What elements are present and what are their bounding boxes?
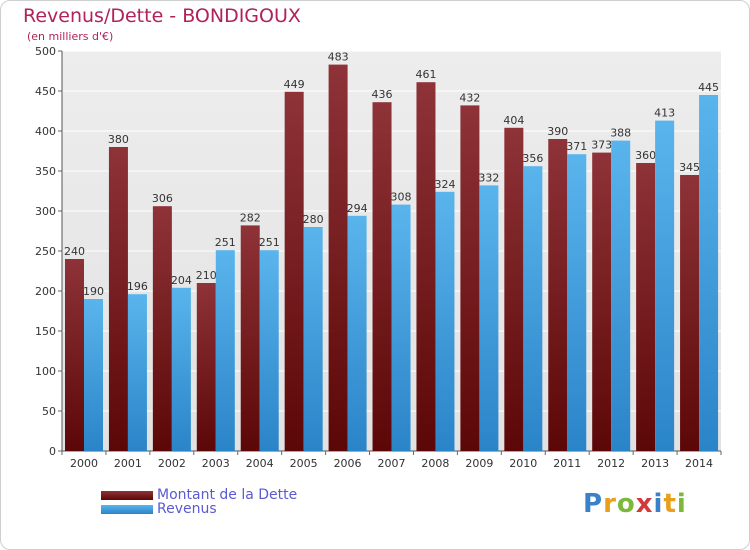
debt-value-label: 461 — [415, 68, 436, 81]
revenue-bar — [523, 166, 543, 451]
debt-value-label: 449 — [284, 78, 305, 91]
y-tick-label: 150 — [35, 325, 56, 338]
chart-title: Revenus/Dette - BONDIGOUX — [23, 5, 301, 27]
revenue-value-label: 294 — [347, 202, 368, 215]
y-tick-label: 300 — [35, 205, 56, 218]
debt-bar — [416, 82, 436, 451]
x-tick-label: 2011 — [553, 457, 581, 470]
revenue-value-label: 388 — [610, 127, 631, 140]
revenue-value-label: 324 — [434, 178, 455, 191]
revenue-bar — [259, 250, 279, 451]
debt-bar — [636, 163, 656, 451]
revenue-bar — [303, 227, 323, 451]
revenue-bar — [655, 120, 675, 451]
legend-item-revenue: Revenus — [101, 501, 217, 517]
chart-subtitle: (en milliers d'€) — [27, 30, 114, 43]
proxiti-logo: Proxiti — [583, 489, 687, 519]
revenue-value-label: 190 — [83, 285, 104, 298]
x-tick-label: 2009 — [465, 457, 493, 470]
debt-value-label: 345 — [679, 161, 700, 174]
debt-bar — [328, 64, 348, 451]
revenue-bar — [84, 299, 103, 451]
revenue-bar — [435, 191, 455, 452]
debt-value-label: 380 — [108, 133, 129, 146]
revenue-value-label: 251 — [259, 236, 280, 249]
debt-value-label: 306 — [152, 192, 173, 205]
y-tick-label: 50 — [42, 405, 56, 418]
revenue-bar — [347, 215, 367, 451]
debt-bar — [504, 127, 524, 452]
revenue-bar — [567, 154, 587, 451]
revenue-bar — [215, 250, 235, 451]
x-tick-label: 2012 — [597, 457, 625, 470]
debt-value-label: 436 — [372, 88, 393, 101]
debt-value-label: 210 — [196, 269, 217, 282]
debt-value-label: 282 — [240, 211, 261, 224]
x-tick-label: 2002 — [158, 457, 186, 470]
debt-value-label: 240 — [64, 245, 85, 258]
debt-bar — [196, 283, 216, 451]
debt-value-label: 373 — [591, 139, 612, 152]
x-tick-label: 2005 — [290, 457, 318, 470]
legend-item-debt: Montant de la Dette — [101, 487, 297, 503]
debt-bar — [680, 175, 700, 451]
legend-label-revenue: Revenus — [157, 501, 217, 517]
x-tick-label: 2013 — [641, 457, 669, 470]
debt-bar — [460, 105, 480, 452]
debt-value-label: 432 — [459, 91, 480, 104]
debt-bar — [240, 225, 260, 451]
y-tick-label: 350 — [35, 165, 56, 178]
revenue-bar — [127, 294, 147, 451]
x-tick-label: 2001 — [114, 457, 142, 470]
revenue-bar — [479, 185, 499, 451]
y-tick-label: 200 — [35, 285, 56, 298]
revenue-value-label: 445 — [698, 81, 719, 94]
x-tick-label: 2000 — [70, 457, 98, 470]
revenue-bar — [171, 287, 191, 451]
debt-bar — [372, 102, 392, 451]
revenue-value-label: 332 — [478, 171, 499, 184]
revenue-bar — [391, 204, 411, 451]
x-tick-label: 2010 — [509, 457, 537, 470]
revenue-value-label: 204 — [171, 274, 192, 287]
debt-value-label: 360 — [635, 149, 656, 162]
debt-bar — [65, 259, 84, 451]
revenue-value-label: 196 — [127, 280, 148, 293]
debt-value-label: 404 — [503, 114, 524, 127]
revenue-bar — [699, 95, 719, 451]
revenue-value-label: 251 — [215, 236, 236, 249]
x-tick-label: 2008 — [421, 457, 449, 470]
debt-bar — [108, 147, 128, 451]
x-tick-label: 2003 — [202, 457, 230, 470]
debt-value-label: 483 — [328, 51, 349, 64]
revenue-value-label: 413 — [654, 107, 675, 120]
y-tick-label: 100 — [35, 365, 56, 378]
revenue-value-label: 280 — [303, 213, 324, 226]
revenue-value-label: 371 — [566, 140, 587, 153]
y-tick-label: 450 — [35, 85, 56, 98]
debt-bar — [152, 206, 172, 451]
y-tick-label: 250 — [35, 245, 56, 258]
legend-label-debt: Montant de la Dette — [157, 487, 298, 503]
revenue-value-label: 356 — [522, 152, 543, 165]
x-tick-label: 2014 — [685, 457, 713, 470]
debt-bar — [592, 152, 612, 451]
debt-bar — [548, 139, 568, 451]
x-tick-label: 2006 — [334, 457, 362, 470]
debt-bar — [284, 91, 304, 452]
y-tick-label: 400 — [35, 125, 56, 138]
revenue-bar — [611, 140, 631, 451]
x-tick-label: 2004 — [246, 457, 274, 470]
debt-value-label: 390 — [547, 125, 568, 138]
y-tick-label: 0 — [49, 445, 56, 458]
legend-swatch-revenue — [101, 504, 153, 514]
x-tick-label: 2007 — [378, 457, 406, 470]
legend-swatch-debt — [101, 490, 153, 500]
y-tick-label: 500 — [35, 45, 56, 58]
revenue-value-label: 308 — [391, 191, 412, 204]
